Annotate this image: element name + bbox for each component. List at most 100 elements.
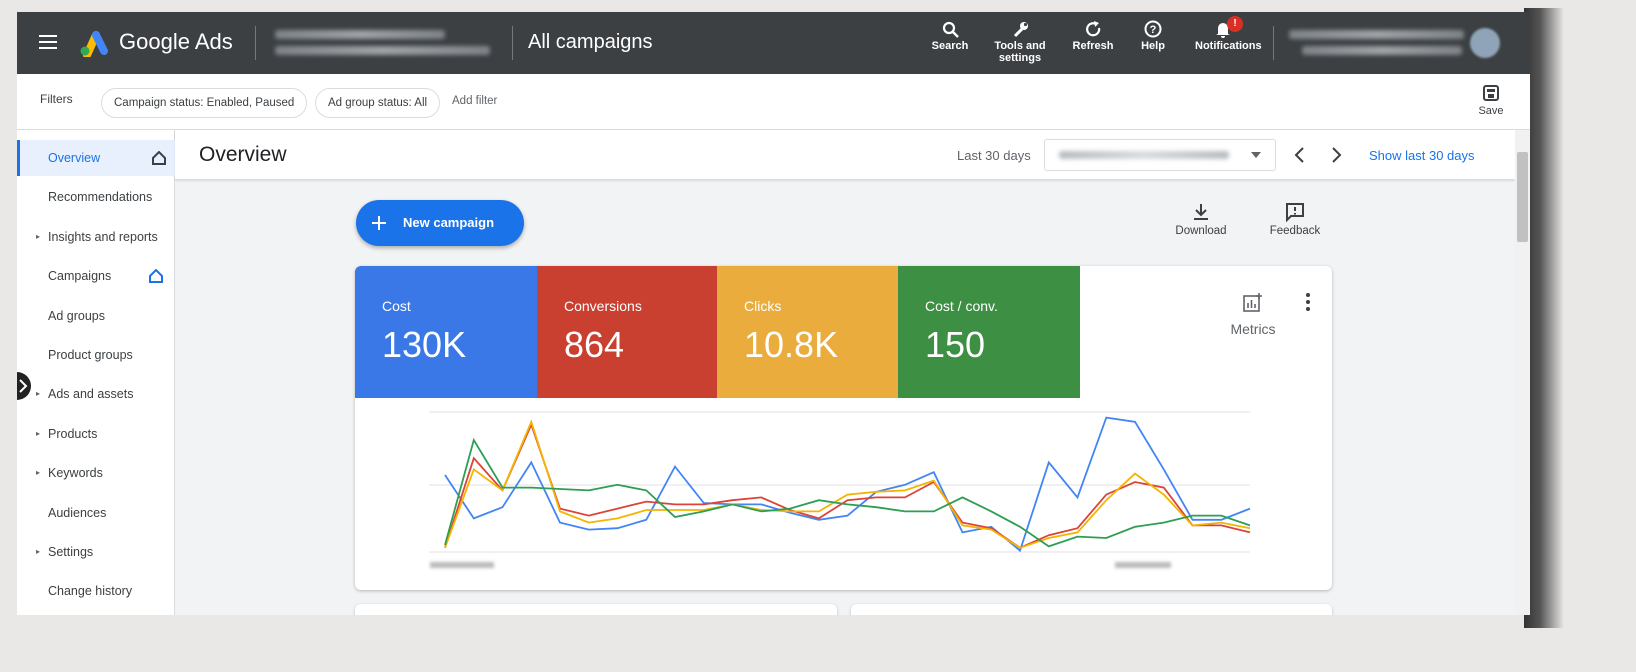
nav-label: Settings <box>48 545 94 559</box>
divider <box>255 26 256 60</box>
account-blur <box>275 30 445 39</box>
more-menu[interactable] <box>1305 292 1311 312</box>
header-title: Overview <box>199 143 287 166</box>
next-card <box>355 604 837 615</box>
metric-tile[interactable]: Clicks 10.8K <box>717 266 898 398</box>
nav-item[interactable]: ▸ Keywords <box>17 455 175 491</box>
metric-tile[interactable]: Cost / conv. 150 <box>898 266 1080 398</box>
logo <box>80 31 108 57</box>
add-filter[interactable]: Add filter <box>452 95 498 107</box>
nav-label: Ad groups <box>48 308 105 323</box>
top-action[interactable]: ? Help <box>1113 20 1193 52</box>
action-label: Tools and settings <box>994 40 1046 64</box>
notification-badge: ! <box>1227 16 1243 32</box>
top-action[interactable]: Tools and settings <box>980 20 1060 64</box>
top-bar: Google Ads All campaigns Search Tools and… <box>17 12 1530 74</box>
nav-item[interactable]: Ad groups <box>17 298 175 334</box>
trend-chart <box>429 411 1251 568</box>
metric-value: 130K <box>382 324 467 365</box>
action-label: Search <box>931 40 969 52</box>
avatar[interactable] <box>1470 28 1500 58</box>
nav-item[interactable]: ▸ Settings <box>17 534 175 570</box>
action-icon <box>1216 23 1230 38</box>
nav-label: Product groups <box>48 348 133 362</box>
action-icon: ? <box>1144 20 1162 38</box>
new-campaign-label: New campaign <box>403 215 495 230</box>
home-icon <box>152 151 166 165</box>
metric-label: Cost <box>382 298 411 314</box>
home-icon <box>149 269 163 284</box>
expand-arrow: ▸ <box>36 389 41 399</box>
metric-value: 150 <box>925 324 986 365</box>
range-label: Last 30 days <box>957 148 1031 163</box>
save[interactable]: Save <box>1475 84 1507 117</box>
action-icon <box>1086 21 1101 37</box>
action-label: Help <box>1141 40 1165 52</box>
scroll-thumb[interactable] <box>1517 152 1528 242</box>
metrics-button[interactable]: Metrics <box>1223 292 1283 337</box>
nav-item[interactable]: ▸ Ads and assets <box>17 376 175 412</box>
nav-item[interactable]: Audiences <box>17 495 175 531</box>
new-campaign-button[interactable]: New campaign <box>356 200 524 246</box>
download-icon <box>1194 204 1208 220</box>
next-card <box>851 604 1332 615</box>
top-action[interactable]: Refresh <box>1053 20 1133 52</box>
metrics-card: Cost 130K Conversions 864 Clicks 10.8K Cost / … <box>355 266 1332 590</box>
metric-label: Cost / conv. <box>925 298 998 314</box>
nav-item[interactable]: ▸ Products <box>17 416 175 452</box>
save-icon <box>1483 85 1499 101</box>
nav-item[interactable]: Campaigns <box>17 258 175 294</box>
expand-arrow: ▸ <box>36 468 41 478</box>
nav-label: Recommendations <box>48 190 153 205</box>
feedback-label: Feedback <box>1269 225 1321 237</box>
top-action[interactable]: Notifications! <box>1183 16 1263 52</box>
nav-item[interactable]: Change history <box>17 573 175 609</box>
save-label: Save <box>1478 105 1504 117</box>
nav-item[interactable]: ▸ Insights and reports <box>17 219 175 255</box>
filter-chip[interactable]: Ad group status: All <box>315 88 441 118</box>
divider <box>512 26 513 60</box>
x-label-blur <box>430 562 494 568</box>
filters-label: Filters <box>40 92 73 106</box>
expand-arrow: ▸ <box>36 428 41 438</box>
scrollbar <box>1515 130 1530 615</box>
metric-value: 864 <box>564 324 625 365</box>
collapse-handle[interactable] <box>17 372 33 400</box>
app-window: Google Ads All campaigns Search Tools and… <box>17 12 1530 615</box>
prev-button[interactable] <box>1293 146 1305 164</box>
page-title: All campaigns <box>528 31 653 53</box>
show-range-button[interactable]: Show last 30 days <box>1369 148 1475 163</box>
action-icon <box>942 21 959 38</box>
trend-line <box>444 437 1251 548</box>
nav-item[interactable]: Overview <box>17 140 175 176</box>
date-dropdown[interactable] <box>1044 139 1276 171</box>
action-label: Refresh <box>1072 40 1114 52</box>
nav-label: Ads and assets <box>48 387 134 402</box>
feedback[interactable]: Feedback <box>1255 202 1335 237</box>
dropdown-arrow <box>1251 152 1261 158</box>
nav-item[interactable]: Recommendations <box>17 179 175 215</box>
nav-label: Audiences <box>48 505 107 520</box>
metrics-icon <box>1243 293 1262 312</box>
menu-icon[interactable] <box>39 34 57 50</box>
download-label: Download <box>1175 225 1227 237</box>
nav-label: Overview <box>48 151 101 165</box>
nav-label: Campaigns <box>48 269 112 284</box>
action-label: Notifications <box>1195 40 1262 52</box>
metric-tile[interactable]: Cost 130K <box>355 266 537 398</box>
metric-tile[interactable]: Conversions 864 <box>537 266 717 398</box>
download[interactable]: Download <box>1161 202 1241 237</box>
expand-arrow: ▸ <box>36 547 41 556</box>
next-button[interactable] <box>1331 146 1343 164</box>
product-name: Google Ads <box>119 29 233 54</box>
filter-chip[interactable]: Campaign status: Enabled, Paused <box>101 88 308 118</box>
nav-item[interactable]: Product groups <box>17 337 175 373</box>
nav-label: Change history <box>48 584 133 599</box>
sidebar: Overview Recommendations ▸ Insights and rep… <box>17 130 175 615</box>
action-icon <box>1013 22 1028 38</box>
header: Overview Last 30 days Show last 30 days <box>175 130 1515 180</box>
top-action[interactable]: Search <box>910 20 990 52</box>
nav-label: Products <box>48 426 98 441</box>
metric-label: Conversions <box>564 298 642 314</box>
